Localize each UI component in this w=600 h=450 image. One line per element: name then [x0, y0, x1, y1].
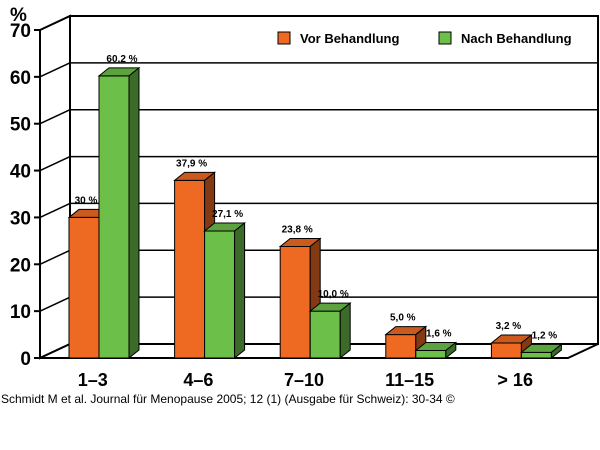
data-label: 23,8 %	[282, 224, 313, 235]
data-label: 1,2 %	[532, 330, 558, 341]
data-label: 1,6 %	[426, 329, 452, 340]
y-tick-label: 40	[10, 162, 31, 183]
data-label: 3,2 %	[496, 321, 522, 332]
legend-label-nach: Nach Behandlung	[461, 31, 572, 46]
bar-vor	[174, 179, 206, 359]
bar-side	[550, 343, 562, 360]
x-tick-label: > 16	[497, 370, 533, 390]
bar-nach	[98, 75, 130, 359]
bar-vor	[279, 245, 311, 359]
y-axis-label: %	[10, 5, 27, 26]
gridline-side	[39, 62, 71, 78]
bar-vor	[385, 334, 417, 359]
data-label: 27,1 %	[212, 209, 243, 220]
gridline-side	[39, 155, 71, 172]
legend-swatch-nach	[438, 31, 452, 45]
chart-back-wall	[69, 15, 599, 345]
bar-side	[445, 341, 457, 360]
y-tick-label: 10	[10, 302, 31, 323]
bar-vor	[68, 216, 100, 359]
bar-side	[128, 66, 140, 360]
bar-nach	[415, 350, 447, 359]
data-label: 60,2 %	[106, 54, 137, 65]
gridline-side	[39, 296, 71, 312]
gridline-side	[39, 15, 71, 31]
y-tick-label: 70	[10, 21, 31, 42]
chart-side-wall	[39, 14, 71, 360]
gridline-side	[39, 109, 71, 125]
gridline-side	[39, 249, 71, 265]
bar-side	[339, 302, 351, 360]
bar-vor	[490, 342, 522, 359]
x-tick-label: 7–10	[284, 370, 324, 390]
bar-side	[234, 221, 246, 360]
y-tick-label: 0	[20, 349, 31, 370]
bar-nach	[520, 351, 552, 359]
y-tick-label: 20	[10, 255, 31, 276]
data-label: 10,0 %	[318, 289, 349, 300]
gridline-side	[39, 202, 71, 219]
y-tick-label: 30	[10, 208, 31, 229]
y-tick-label: 60	[10, 68, 31, 89]
data-label: 37,9 %	[176, 158, 207, 169]
y-tick-label: 50	[10, 115, 31, 136]
data-label: 5,0 %	[390, 313, 416, 324]
legend-swatch-vor	[277, 31, 291, 45]
data-label: 30 %	[75, 195, 98, 206]
bar-nach	[204, 230, 236, 359]
x-tick-label: 11–15	[385, 370, 434, 390]
legend-label-vor: Vor Behandlung	[300, 31, 399, 46]
x-tick-label: 4–6	[183, 370, 213, 390]
source-caption: Schmidt M et al. Journal für Menopause 2…	[1, 392, 455, 406]
x-tick-label: 1–3	[78, 370, 108, 390]
bar-nach	[309, 310, 341, 359]
